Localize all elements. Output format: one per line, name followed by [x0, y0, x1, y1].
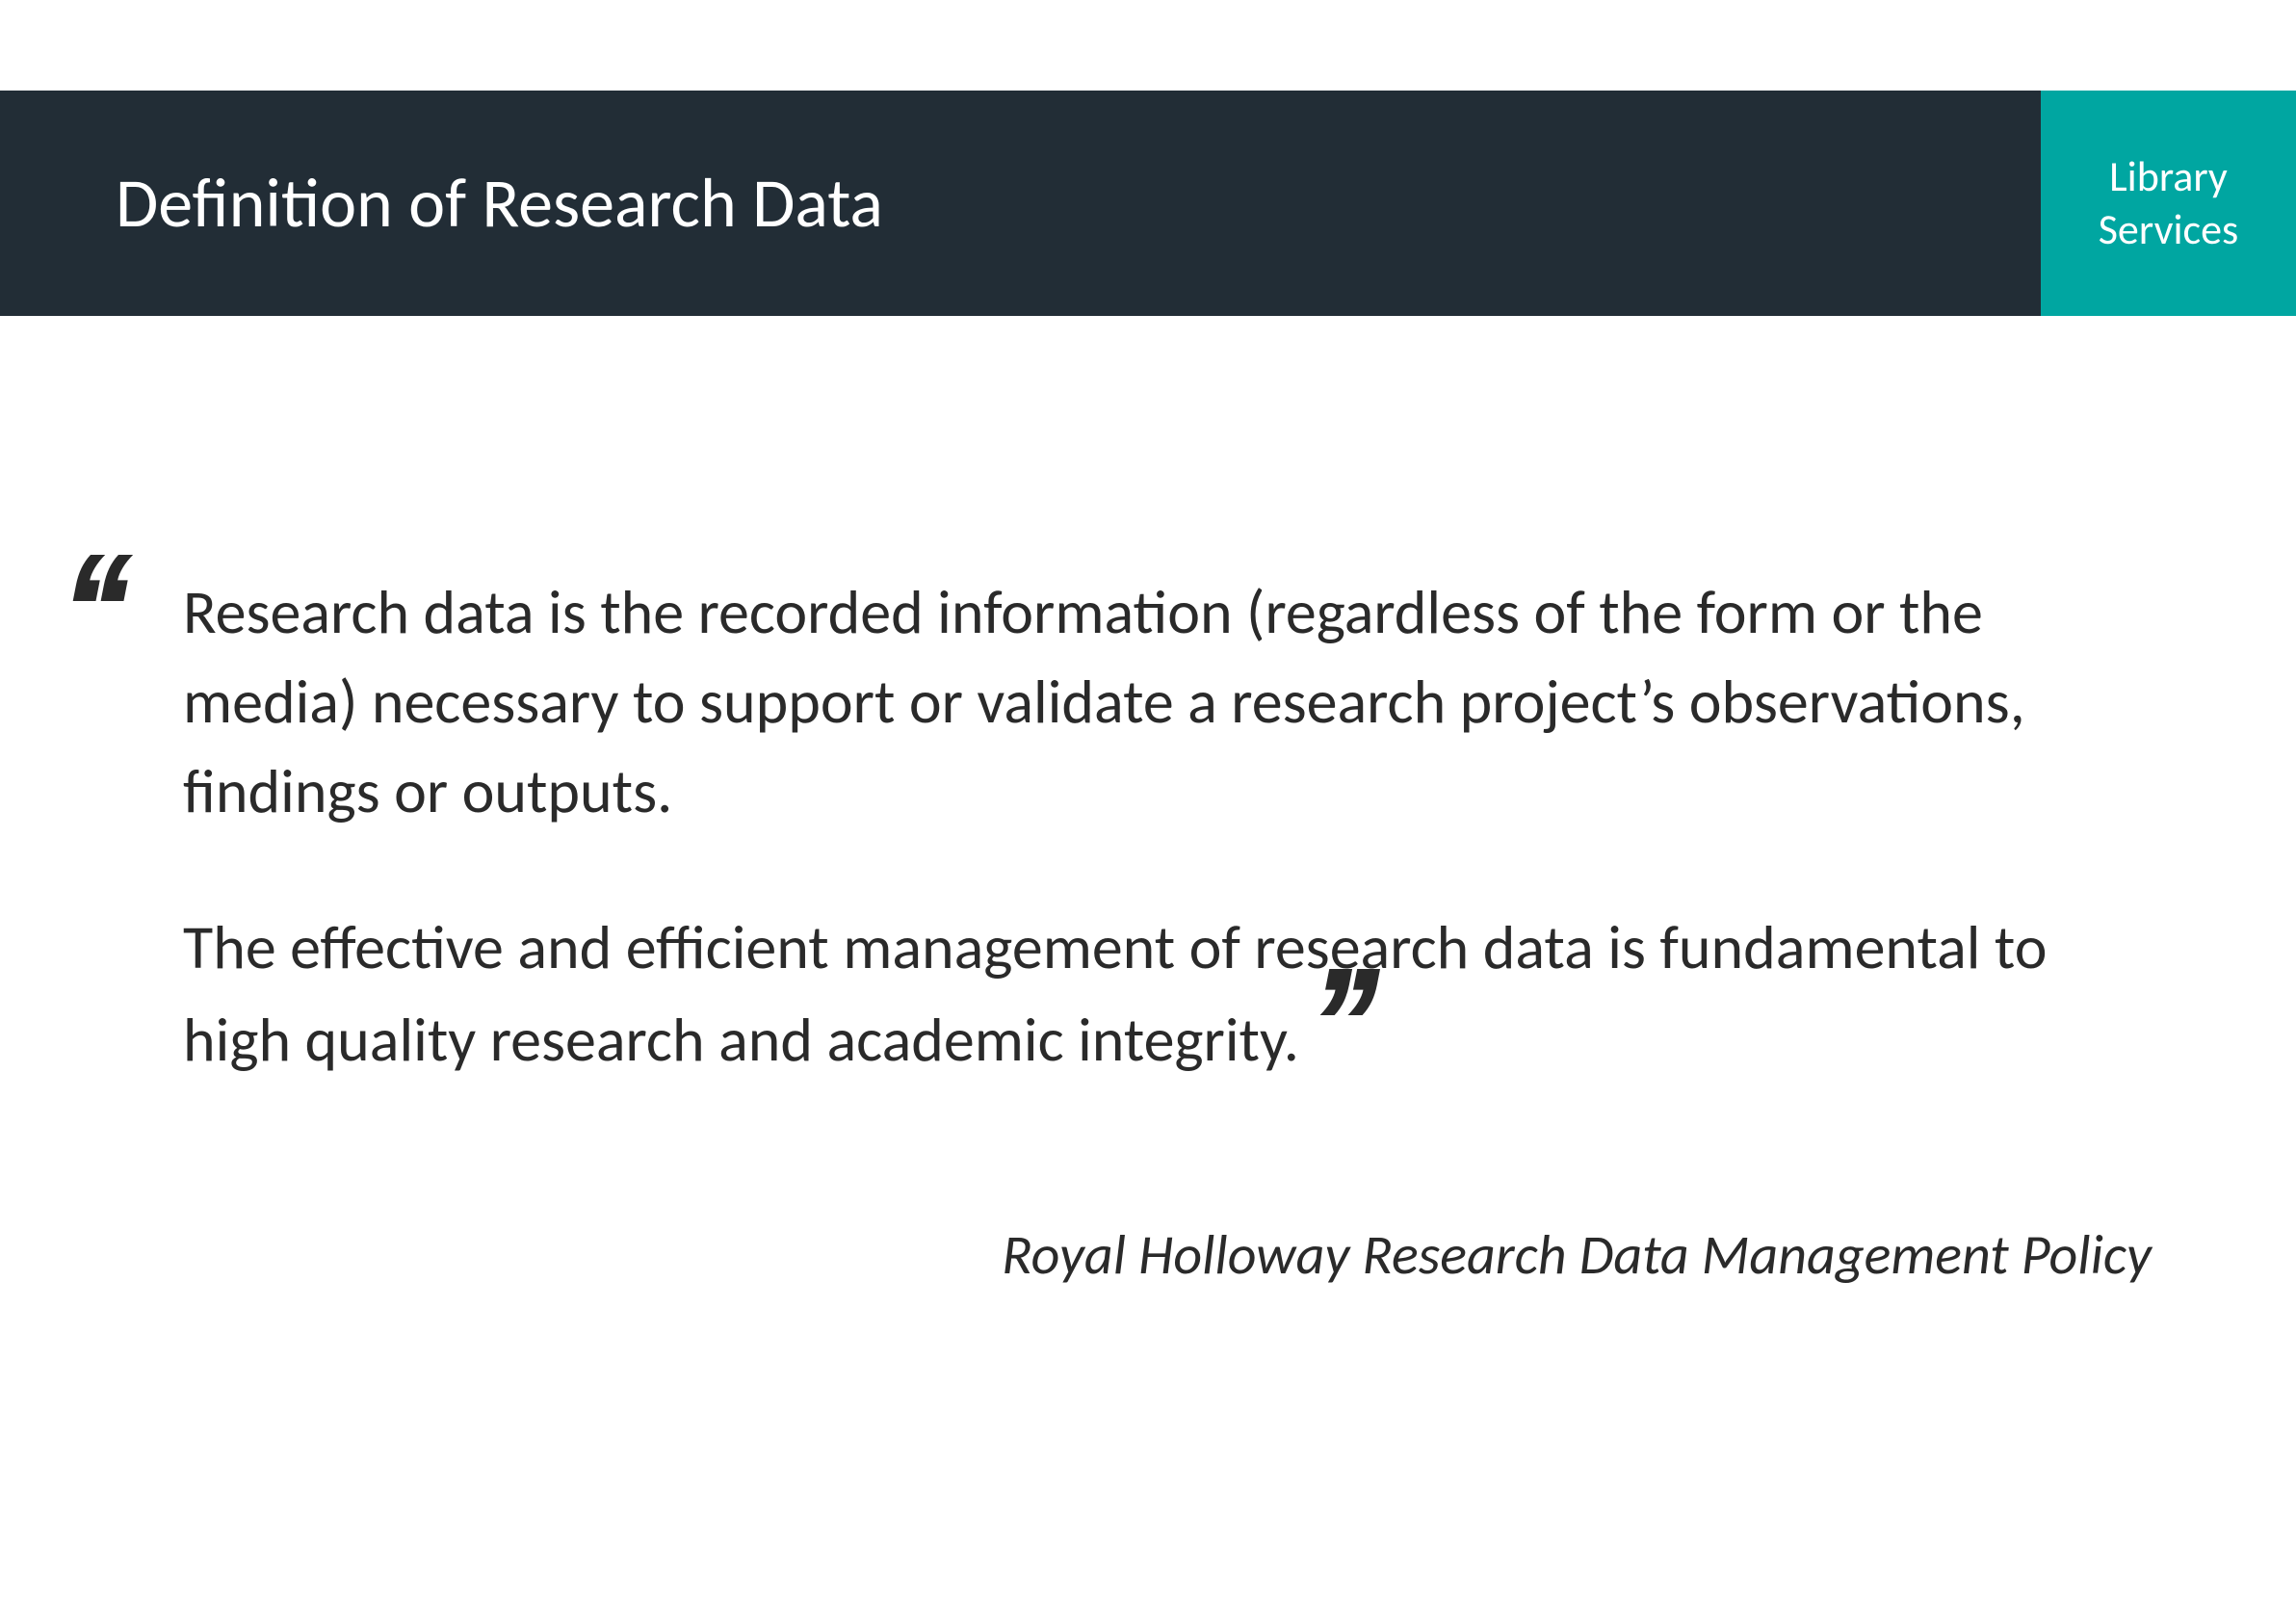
slide-title: Definition of Research Data — [116, 161, 883, 246]
top-gap — [0, 0, 2296, 91]
slide: Definition of Research Data Library Serv… — [0, 0, 2296, 1622]
close-quote-icon: ’’ — [1305, 993, 1367, 1059]
quote-paragraph-1: Research data is the recorded informatio… — [183, 568, 2161, 836]
library-services-badge: Library Services — [2041, 91, 2296, 316]
title-bar: Definition of Research Data Library Serv… — [0, 91, 2296, 316]
content-area: ‘‘ Research data is the recorded informa… — [58, 568, 2219, 1289]
quote-block: ‘‘ Research data is the recorded informa… — [58, 568, 2219, 1289]
quote-paragraph-2-text: The effective and efficient management o… — [183, 910, 2047, 1078]
badge-line2: Services — [2099, 203, 2239, 256]
quote-paragraph-2: The effective and efficient management o… — [183, 903, 2161, 1086]
quote-attribution: Royal Holloway Research Data Management … — [183, 1220, 2161, 1289]
badge-line1: Library — [2109, 150, 2228, 203]
open-quote-icon: ‘‘ — [58, 530, 119, 693]
title-left: Definition of Research Data — [0, 91, 2041, 316]
